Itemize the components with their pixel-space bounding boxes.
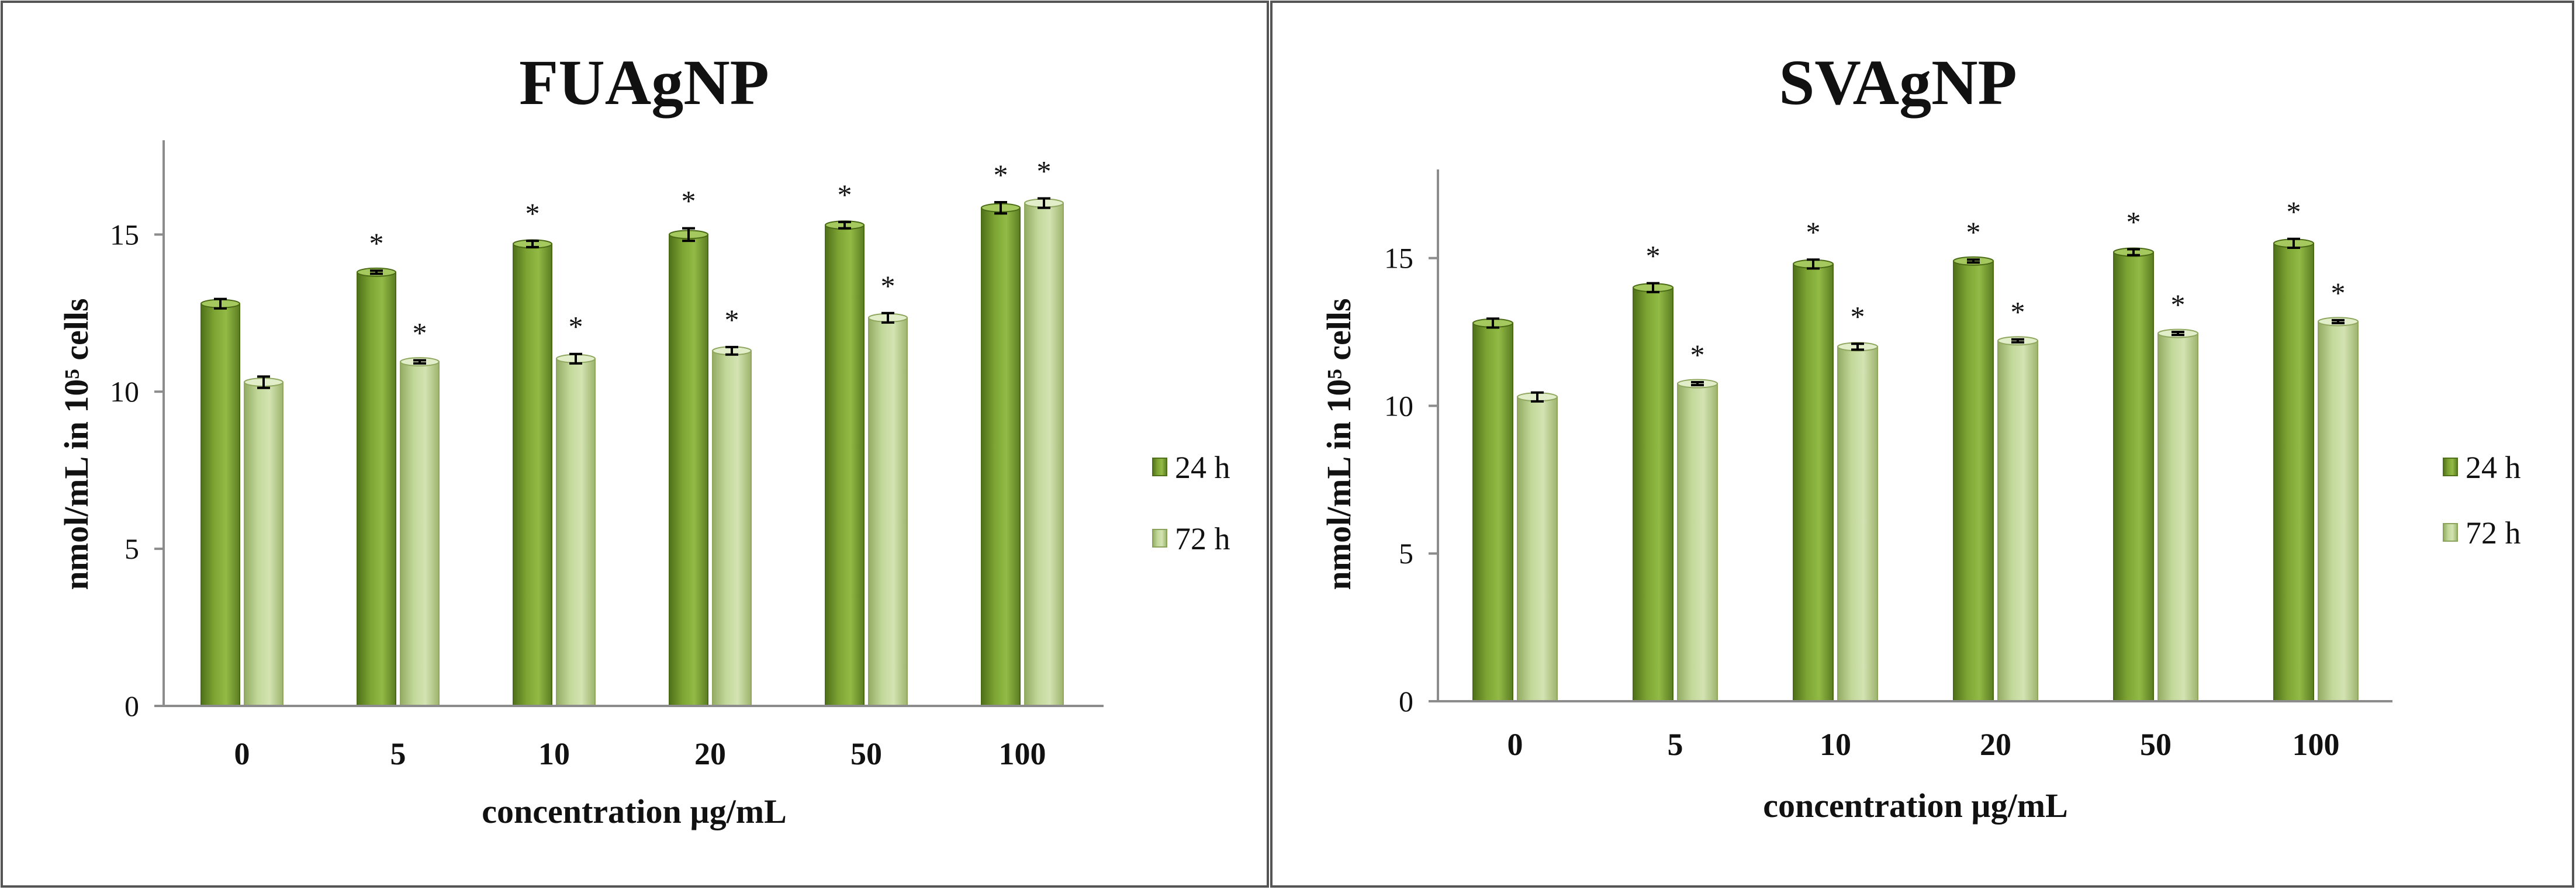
significance-star: * [1966, 216, 1981, 248]
y-axis-title: nmol/mL in 10⁵ cells [57, 298, 95, 590]
category-labels: 0 5 10 20 50 100 [1507, 727, 2340, 762]
svg-text:nmol/mL in 10⁵ cells: nmol/mL in 10⁵ cells [57, 298, 95, 590]
bar-72h-20 [712, 350, 752, 707]
significance-star: * [2171, 288, 2186, 321]
category-label: 50 [850, 736, 882, 771]
significance-star: * [1690, 338, 1705, 371]
bar-72h-0 [1517, 396, 1558, 702]
significance-star: * [682, 185, 696, 217]
bar-24h-100 [981, 207, 1021, 707]
category-label: 50 [2140, 727, 2172, 762]
significance-star: * [2127, 206, 2141, 238]
legend-swatch-24h [2443, 458, 2458, 476]
legend-label-72h: 72 h [2466, 515, 2521, 550]
bar-72h-100 [1024, 202, 1064, 707]
significance-star: * [1851, 300, 1865, 333]
legend: 24 h 72 h [2443, 450, 2521, 550]
y-tick-label: 15 [110, 218, 139, 251]
bar-72h-10 [1837, 346, 1878, 702]
y-tick-label: 15 [1384, 242, 1413, 275]
y-tick-label: 10 [1384, 389, 1413, 422]
category-label: 20 [1980, 727, 2011, 762]
significance-star: * [1646, 240, 1661, 272]
chart-title: FUAgNP [519, 47, 769, 118]
panel-frame-right [1270, 1, 2574, 888]
y-tick-label: 5 [125, 532, 139, 565]
category-label: 10 [538, 736, 570, 771]
category-label: 5 [390, 736, 406, 771]
category-label: 0 [1507, 727, 1523, 762]
significance-star: * [2287, 195, 2301, 228]
legend-label-24h: 24 h [2466, 450, 2521, 485]
significance-star: * [1037, 154, 1052, 187]
significance-star: * [2011, 296, 2025, 328]
bars: * * * * * * * * * * [200, 154, 1064, 707]
bar-24h-20 [1953, 260, 1994, 702]
y-axis-title-text: nmol/mL in 10⁵ cells [1320, 298, 1358, 590]
bar-24h-10 [1793, 263, 1834, 702]
bar-72h-5 [400, 361, 440, 707]
bar-72h-100 [2318, 321, 2359, 702]
category-labels: 0 5 10 20 50 100 [234, 736, 1046, 771]
category-label: 5 [1668, 727, 1683, 762]
legend-swatch-24h [1152, 458, 1167, 476]
significance-star: * [1806, 216, 1821, 248]
chart-title: SVAgNP [1779, 47, 2017, 118]
bar-24h-20 [669, 234, 708, 707]
bar-72h-5 [1677, 383, 1718, 702]
bar-72h-50 [868, 317, 908, 707]
legend: 24 h 72 h [1152, 450, 1230, 556]
y-tick-label: 5 [1399, 537, 1413, 570]
category-label: 100 [2293, 727, 2340, 762]
y-tick-label: 0 [125, 690, 139, 722]
bar-24h-100 [2273, 243, 2314, 702]
bar-24h-50 [2113, 251, 2154, 702]
legend-swatch-72h [1152, 529, 1167, 548]
y-tick-label: 0 [1399, 685, 1413, 718]
bar-24h-5 [1633, 287, 1673, 702]
category-label: 0 [234, 736, 250, 771]
x-axis-title: concentration µg/mL [482, 792, 787, 830]
chart-fuagnp: FUAgNP nmol/mL in 10⁵ cells concentratio… [57, 47, 1230, 830]
significance-star: * [369, 227, 384, 259]
chart-svagnp: SVAgNP nmol/mL in 10⁵ cells concentratio… [1320, 47, 2521, 825]
legend-label-72h: 72 h [1175, 521, 1230, 556]
panel-frame-left [1, 1, 1269, 888]
legend-swatch-72h [2443, 523, 2458, 542]
y-axis-title: nmol/mL in 10⁵ cells [1320, 298, 1358, 590]
category-label: 20 [694, 736, 726, 771]
bar-24h-5 [357, 271, 396, 707]
y-axis-title-text: nmol/mL in 10⁵ cells [57, 298, 95, 590]
bar-72h-10 [556, 358, 596, 707]
bar-24h-10 [513, 243, 552, 707]
bar-24h-50 [825, 224, 865, 707]
x-axis-title: concentration µg/mL [1763, 787, 2068, 825]
legend-label-24h: 24 h [1175, 450, 1230, 485]
bar-72h-0 [244, 382, 283, 707]
bar-24h-0 [1472, 322, 1513, 702]
y-ticks: 0 5 10 15 [1384, 242, 1438, 718]
significance-star: * [525, 197, 540, 230]
bar-24h-0 [200, 303, 240, 707]
svg-text:nmol/mL in 10⁵ cells: nmol/mL in 10⁵ cells [1320, 298, 1358, 590]
significance-star: * [2331, 276, 2346, 309]
significance-star: * [881, 269, 895, 302]
significance-star: * [838, 178, 852, 211]
bar-72h-50 [2157, 333, 2198, 702]
y-tick-label: 10 [110, 375, 139, 408]
significance-star: * [994, 158, 1008, 191]
significance-star: * [569, 310, 583, 343]
y-ticks: 0 5 10 15 [110, 218, 164, 722]
significance-star: * [413, 316, 427, 349]
category-label: 100 [999, 736, 1046, 771]
bar-72h-20 [1997, 340, 2038, 702]
significance-star: * [725, 303, 739, 336]
category-label: 10 [1820, 727, 1851, 762]
